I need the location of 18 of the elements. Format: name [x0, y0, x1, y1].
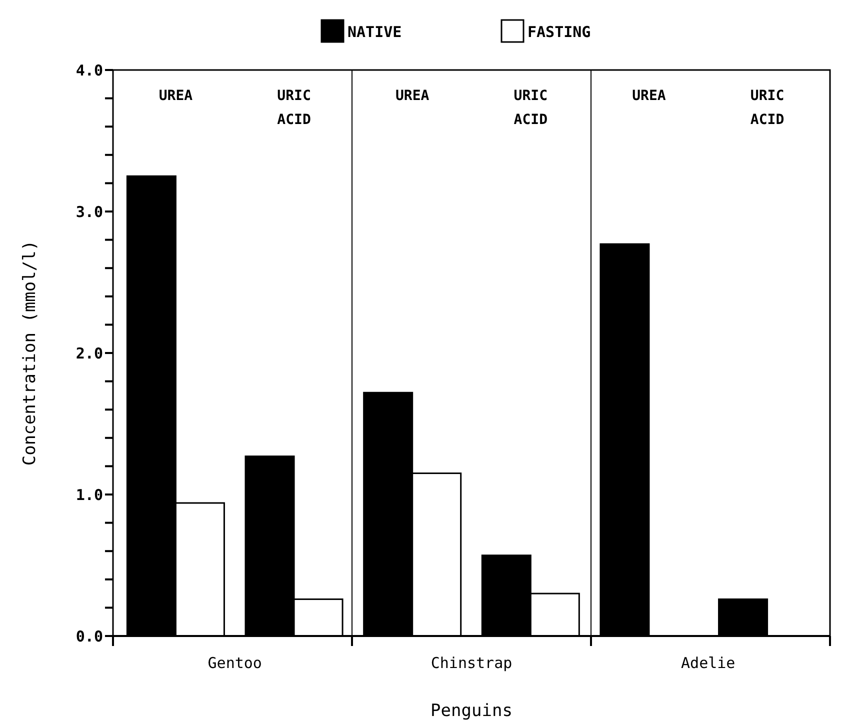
x-tick-label: URIC ACID	[277, 88, 311, 128]
y-tick-label: 0.0	[76, 627, 103, 646]
y-tick-label: 2.0	[76, 344, 103, 362]
text: Gentoo	[208, 654, 262, 672]
y-tick-label: 4.0	[76, 61, 103, 80]
y-tick-label: 1.0	[76, 486, 103, 504]
legend-label: FASTING	[528, 23, 591, 41]
x-axis-title: Penguins	[430, 701, 512, 721]
x-tick-label: URIC ACID	[750, 88, 784, 128]
x-tick-label: UREA	[158, 88, 194, 104]
text: Adelie	[681, 654, 736, 672]
x-tick-label: URIC ACID	[514, 88, 548, 128]
y-axis-title: Concentration (mmol/l)	[20, 240, 40, 466]
y-tick-label: 3.0	[76, 202, 103, 221]
text: Chinstrap	[430, 654, 512, 672]
x-tick-label: UREA	[395, 88, 430, 104]
x-tick-label: UREA	[632, 88, 666, 104]
legend-label: NATIVE	[348, 23, 402, 41]
